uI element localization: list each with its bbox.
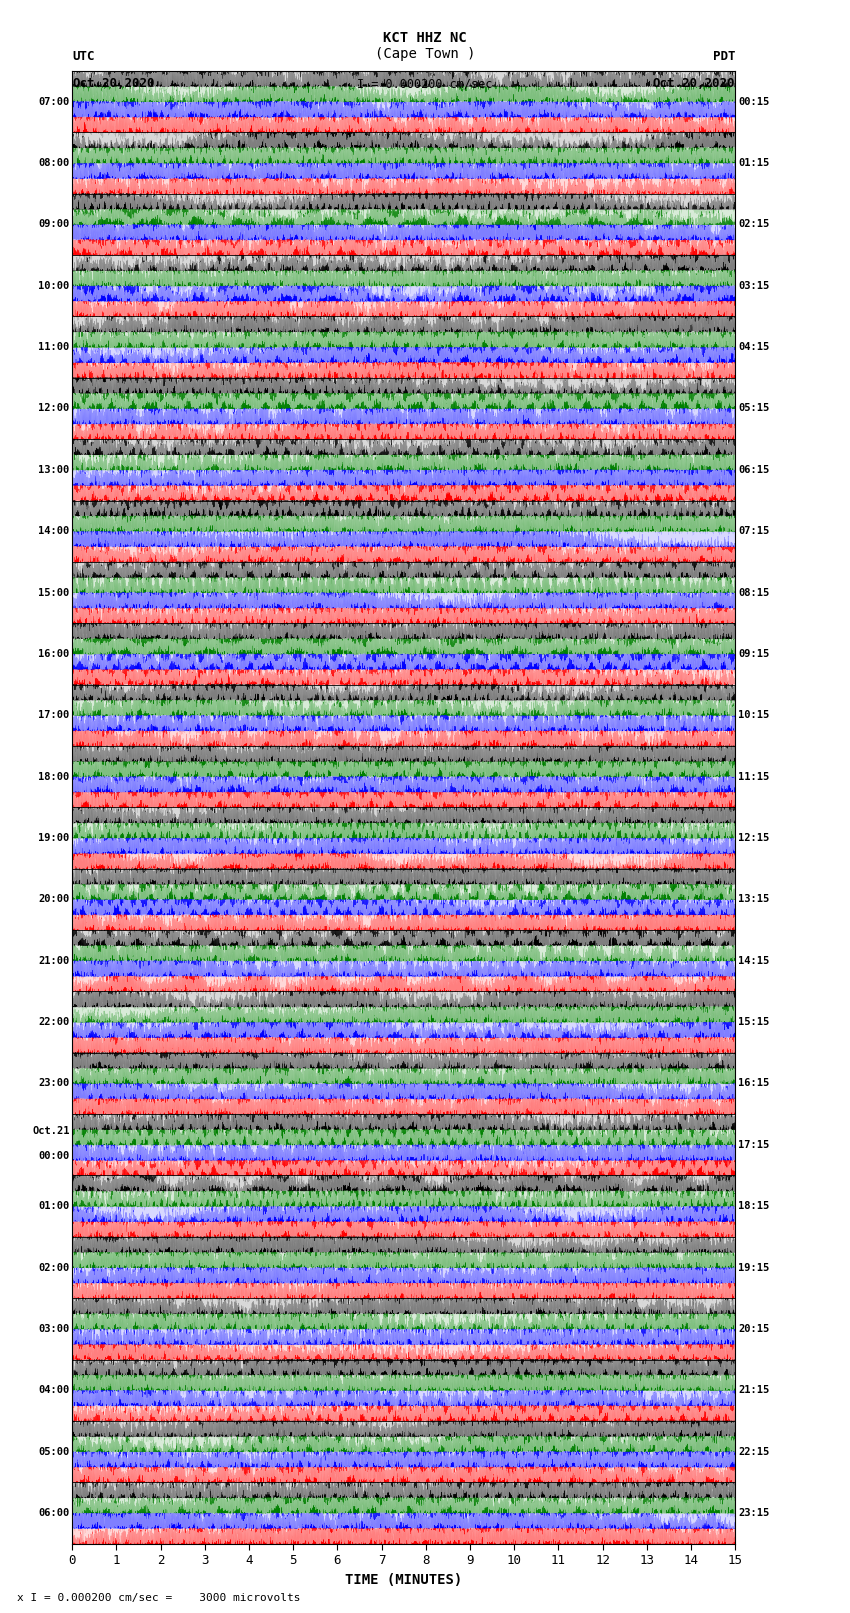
- Text: 12:15: 12:15: [738, 832, 769, 844]
- Text: Oct.21: Oct.21: [32, 1126, 70, 1136]
- Text: 02:15: 02:15: [738, 219, 769, 229]
- X-axis label: TIME (MINUTES): TIME (MINUTES): [345, 1573, 462, 1587]
- Text: 17:15: 17:15: [738, 1140, 769, 1150]
- Text: (Cape Town ): (Cape Town ): [375, 47, 475, 61]
- Text: 22:15: 22:15: [738, 1447, 769, 1457]
- Text: 23:00: 23:00: [38, 1079, 70, 1089]
- Text: 14:00: 14:00: [38, 526, 70, 536]
- Text: 05:00: 05:00: [38, 1447, 70, 1457]
- Text: 11:15: 11:15: [738, 771, 769, 782]
- Text: 04:15: 04:15: [738, 342, 769, 352]
- Text: 21:15: 21:15: [738, 1386, 769, 1395]
- Text: 23:15: 23:15: [738, 1508, 769, 1518]
- Text: 21:00: 21:00: [38, 957, 70, 966]
- Text: 12:00: 12:00: [38, 403, 70, 413]
- Text: 18:15: 18:15: [738, 1202, 769, 1211]
- Text: x I = 0.000200 cm/sec =    3000 microvolts: x I = 0.000200 cm/sec = 3000 microvolts: [17, 1594, 301, 1603]
- Text: 04:00: 04:00: [38, 1386, 70, 1395]
- Text: 09:00: 09:00: [38, 219, 70, 229]
- Text: 08:15: 08:15: [738, 587, 769, 597]
- Text: UTC: UTC: [72, 50, 94, 63]
- Text: 03:00: 03:00: [38, 1324, 70, 1334]
- Text: 15:15: 15:15: [738, 1018, 769, 1027]
- Text: 17:00: 17:00: [38, 710, 70, 721]
- Text: 09:15: 09:15: [738, 648, 769, 658]
- Text: 10:15: 10:15: [738, 710, 769, 721]
- Text: 13:00: 13:00: [38, 465, 70, 474]
- Text: Oct.20,2020: Oct.20,2020: [72, 77, 155, 90]
- Text: I = 0.000200 cm/sec: I = 0.000200 cm/sec: [357, 77, 493, 90]
- Text: 00:00: 00:00: [38, 1150, 70, 1161]
- Text: 22:00: 22:00: [38, 1018, 70, 1027]
- Text: 11:00: 11:00: [38, 342, 70, 352]
- Text: 16:15: 16:15: [738, 1079, 769, 1089]
- Text: 07:00: 07:00: [38, 97, 70, 106]
- Text: 16:00: 16:00: [38, 648, 70, 658]
- Text: PDT: PDT: [713, 50, 735, 63]
- Text: 13:15: 13:15: [738, 894, 769, 905]
- Text: Oct.20,2020: Oct.20,2020: [653, 77, 735, 90]
- Text: 00:15: 00:15: [738, 97, 769, 106]
- Text: 19:00: 19:00: [38, 832, 70, 844]
- Text: 20:15: 20:15: [738, 1324, 769, 1334]
- Text: 10:00: 10:00: [38, 281, 70, 290]
- Text: 20:00: 20:00: [38, 894, 70, 905]
- Text: 08:00: 08:00: [38, 158, 70, 168]
- Text: 03:15: 03:15: [738, 281, 769, 290]
- Text: 19:15: 19:15: [738, 1263, 769, 1273]
- Text: 01:00: 01:00: [38, 1202, 70, 1211]
- Text: 07:15: 07:15: [738, 526, 769, 536]
- Text: 15:00: 15:00: [38, 587, 70, 597]
- Text: KCT HHZ NC: KCT HHZ NC: [383, 31, 467, 45]
- Text: 18:00: 18:00: [38, 771, 70, 782]
- Text: 01:15: 01:15: [738, 158, 769, 168]
- Text: 06:00: 06:00: [38, 1508, 70, 1518]
- Text: 14:15: 14:15: [738, 957, 769, 966]
- Text: 02:00: 02:00: [38, 1263, 70, 1273]
- Text: 06:15: 06:15: [738, 465, 769, 474]
- Text: 05:15: 05:15: [738, 403, 769, 413]
